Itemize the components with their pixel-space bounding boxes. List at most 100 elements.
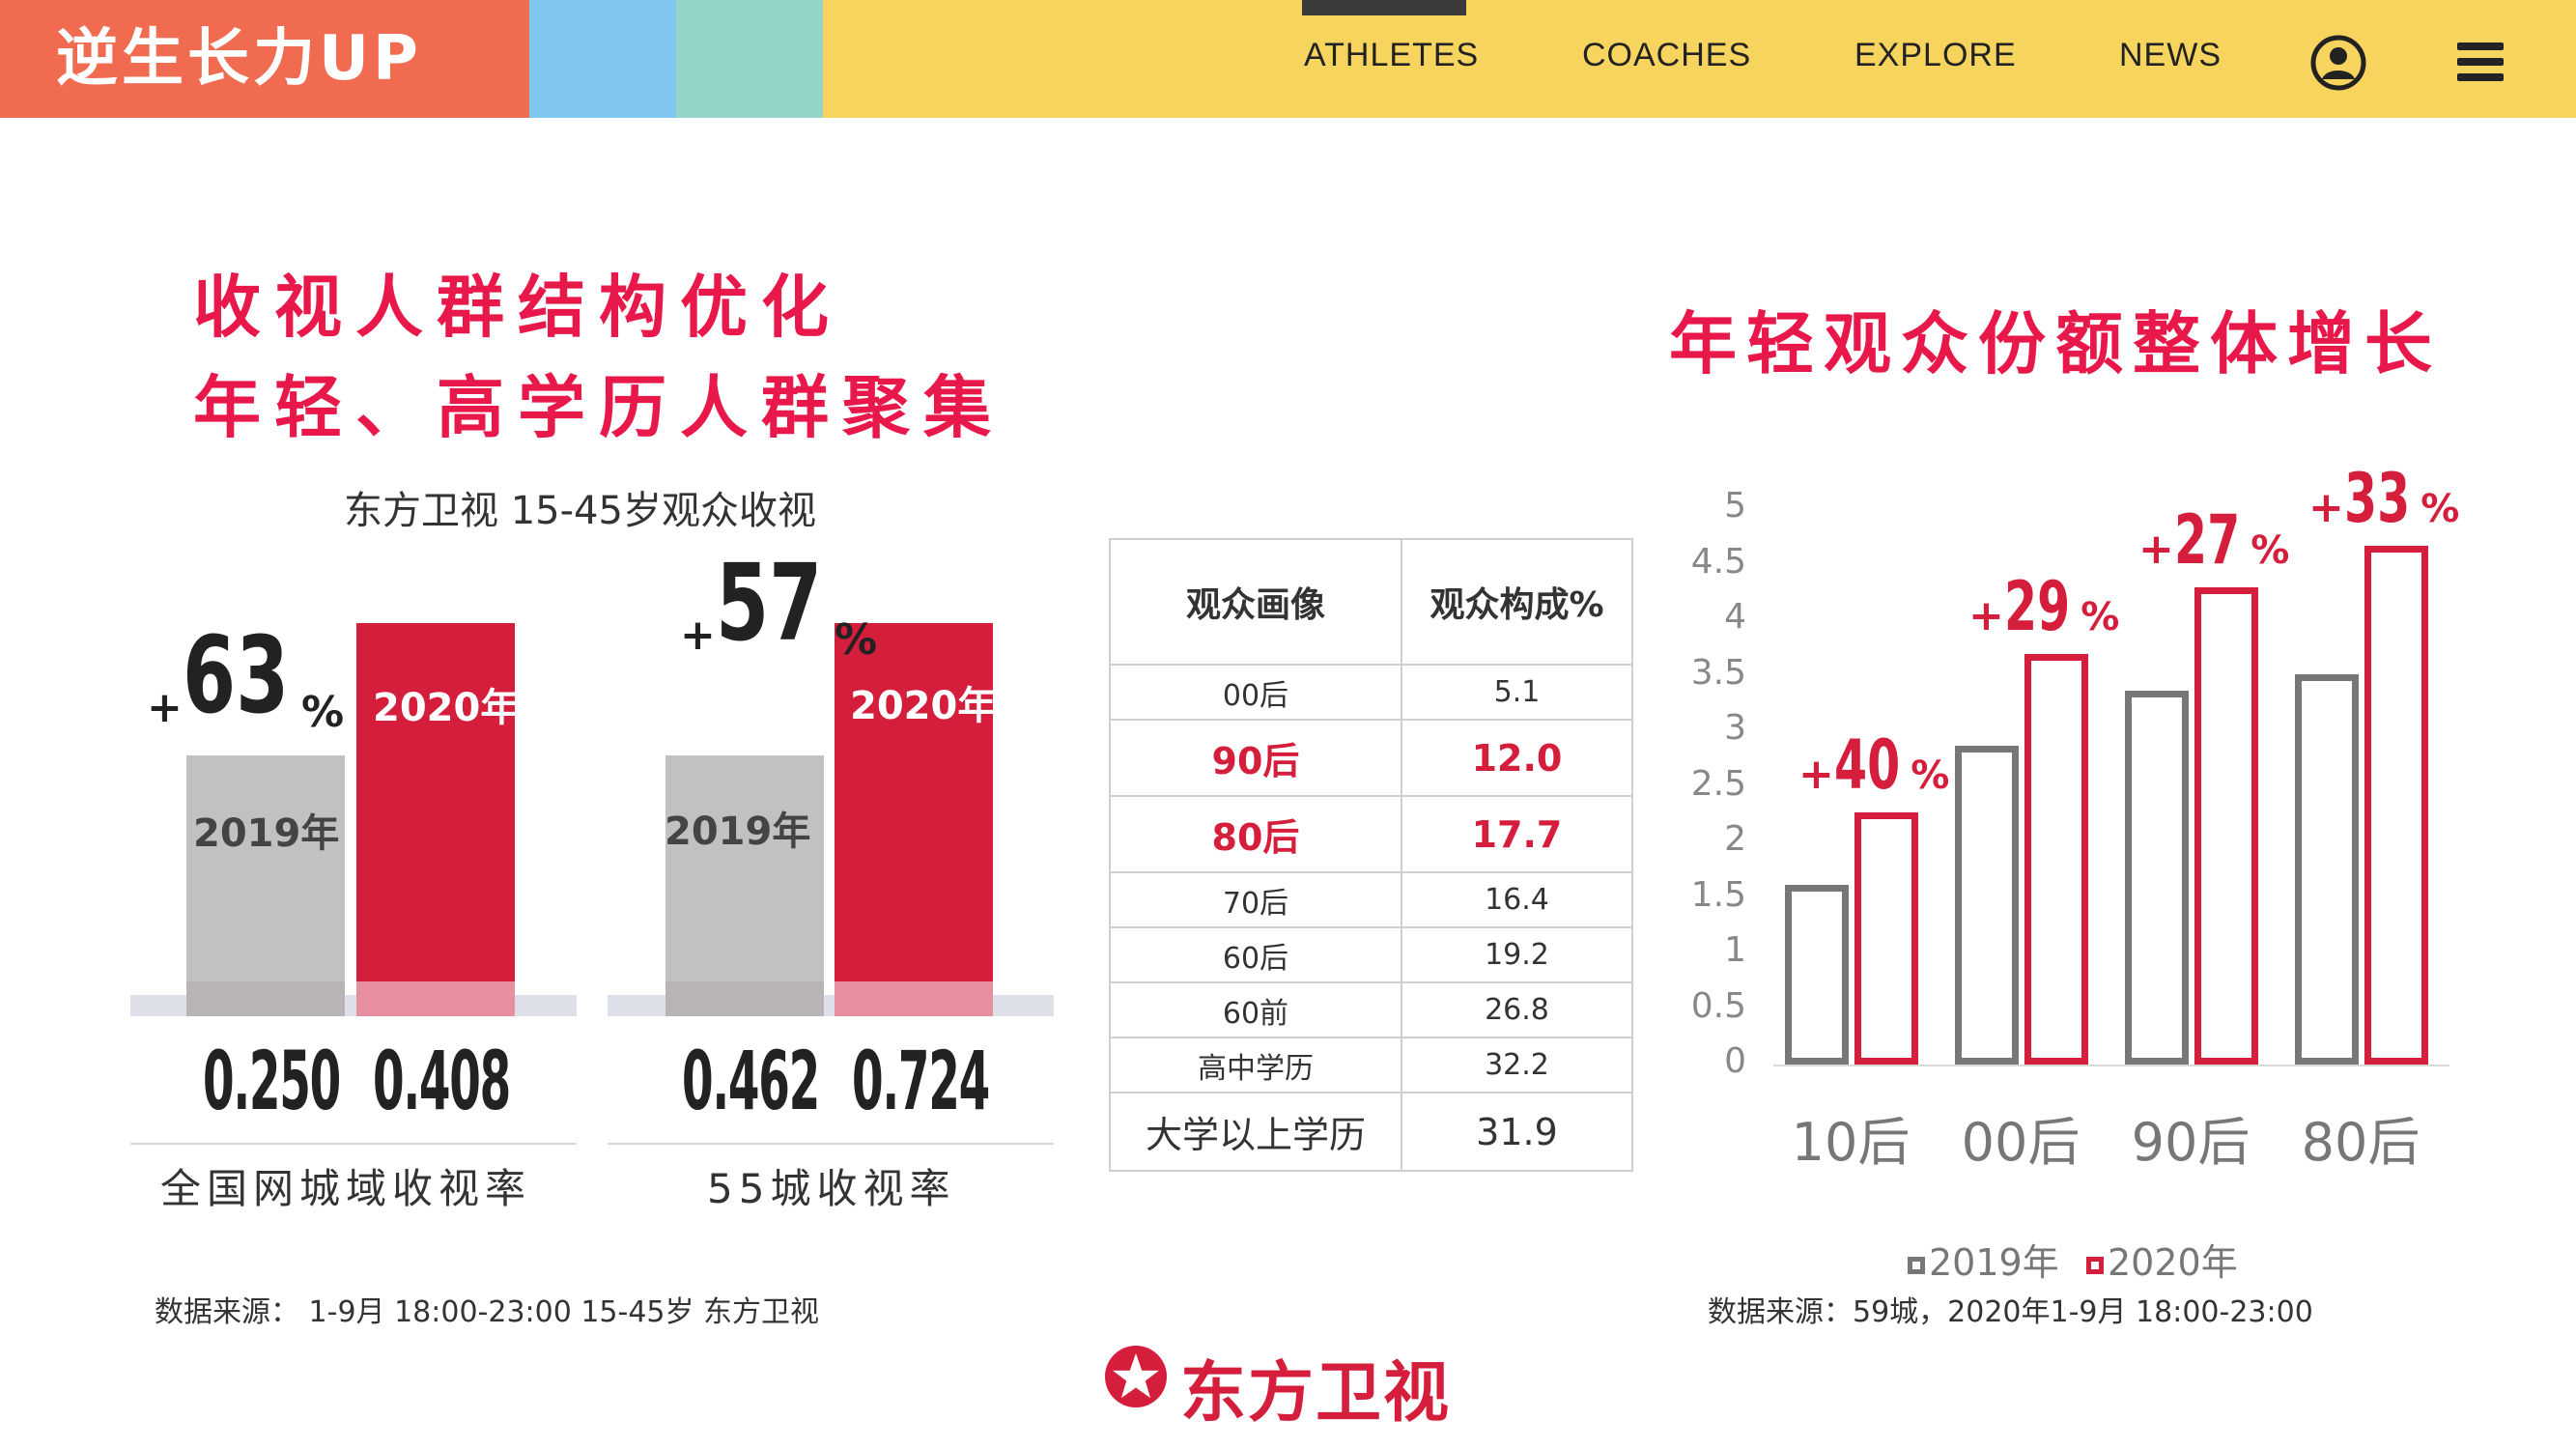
source-note-left: 数据来源： 1-9月 18:00-23:00 15-45岁 东方卫视: [155, 1295, 820, 1329]
value-2019: 0.250: [203, 1034, 341, 1128]
y-tick-label: 0: [1724, 1041, 1746, 1081]
bar-base-2020: [835, 981, 993, 1016]
y-tick-label: 1.5: [1690, 874, 1746, 915]
divider: [608, 1143, 1054, 1145]
legend-swatch-2019: [1908, 1256, 1925, 1274]
brand-title[interactable]: 逆生长力UP: [56, 23, 422, 95]
logo-text: 东方卫视: [1180, 1355, 1452, 1432]
nav-coaches[interactable]: COACHES: [1582, 37, 1752, 73]
growth-label: +57%: [680, 541, 877, 665]
growth-sign: +: [680, 611, 716, 660]
color-block-blue: [529, 0, 676, 118]
headline-right: 年轻观众份额整体增长: [1669, 304, 2442, 384]
y-tick-label: 2: [1724, 819, 1746, 859]
row-share: 26.8: [1400, 981, 1634, 1038]
bar-10后-2019年: [1785, 885, 1849, 1065]
growth-unit: %: [834, 615, 878, 665]
x-axis-line: [1773, 1065, 2449, 1066]
bar-90后-2020年: [2194, 586, 2258, 1065]
y-tick-label: 4: [1724, 597, 1746, 637]
growth-sign: +: [1798, 750, 1834, 800]
row-share: 17.7: [1400, 795, 1634, 873]
row-profile: 70后: [1109, 871, 1402, 928]
y-tick-label: 3.5: [1690, 652, 1746, 693]
row-profile: 90后: [1109, 719, 1402, 797]
caption: 全国网城域收视率: [160, 1165, 532, 1212]
growth-unit: %: [300, 688, 345, 737]
table-body: 00后 5.1 90后 12.0 80后 17.7 70后 16.4 60后 19.2 60前 26.…: [1109, 664, 1634, 1172]
bar-label-2019: 2019年: [193, 811, 340, 856]
row-profile: 60后: [1109, 926, 1402, 983]
y-tick-label: 5: [1724, 486, 1746, 526]
table-row: 大学以上学历 31.9: [1109, 1092, 1634, 1172]
nav-explore[interactable]: EXPLORE: [1854, 37, 2017, 73]
x-tick-label: 00后: [1961, 1112, 2081, 1173]
y-tick-label: 3: [1724, 708, 1746, 748]
y-tick-label: 1: [1724, 930, 1746, 970]
row-profile: 80后: [1109, 795, 1402, 873]
legend-label-2019: 2019年: [1929, 1241, 2059, 1284]
brand-block: [0, 0, 529, 118]
growth-unit: %: [1911, 753, 1950, 799]
row-share: 31.9: [1400, 1092, 1634, 1172]
user-circle-icon[interactable]: [2310, 35, 2366, 91]
table-header-row: 观众画像 观众构成%: [1109, 538, 1634, 666]
bar-label-2020: 2020年: [373, 686, 520, 730]
bar-00后-2020年: [2024, 653, 2088, 1065]
headline-line-1: 收视人群结构优化: [193, 268, 842, 347]
bar-2019: [186, 755, 345, 1016]
source-note-right: 数据来源：59城，2020年1-9月 18:00-23:00: [1708, 1295, 2313, 1329]
legend-2019: 2019年: [1908, 1233, 2059, 1286]
divider: [130, 1143, 577, 1145]
growth-value: 27: [2173, 499, 2241, 580]
caption: 55城收视率: [707, 1165, 956, 1212]
growth-value: 33: [2343, 459, 2411, 539]
nav-athletes[interactable]: ATHLETES: [1304, 37, 1480, 73]
bar-base-2019: [665, 981, 824, 1016]
hamburger-menu-icon[interactable]: [2457, 41, 2504, 83]
bar-90后-2019年: [2125, 690, 2189, 1065]
x-tick-label: 10后: [1791, 1112, 1911, 1173]
value-2020: 0.724: [852, 1034, 990, 1128]
bar-80后-2020年: [2364, 546, 2428, 1065]
growth-sign: +: [2138, 524, 2174, 574]
growth-label: +63%: [147, 613, 344, 737]
growth-sign: +: [147, 683, 183, 732]
nav-active-indicator: [1302, 0, 1466, 15]
color-block-green: [676, 0, 823, 118]
table-row: 80后 17.7: [1109, 795, 1634, 873]
x-tick-label: 80后: [2301, 1112, 2420, 1173]
bar-10后-2020年: [1854, 812, 1918, 1065]
y-tick-label: 0.5: [1690, 985, 1746, 1026]
top-nav-bar: 逆生长力UP ATHLETES COACHES EXPLORE NEWS: [0, 0, 2576, 118]
growth-unit: %: [2081, 594, 2120, 639]
header-share: 观众构成%: [1400, 538, 1634, 666]
row-profile: 00后: [1109, 664, 1402, 721]
x-tick-label: 90后: [2131, 1112, 2250, 1173]
bar-label-2020: 2020年: [850, 684, 997, 728]
table-row: 00后 5.1: [1109, 664, 1634, 721]
bar-2020: [356, 623, 515, 1016]
growth-label: +33%: [2308, 459, 2459, 538]
bar-base-2020: [356, 981, 515, 1016]
growth-value: 40: [1833, 725, 1901, 806]
value-2020: 0.408: [373, 1034, 511, 1128]
growth-sign: +: [1968, 590, 2004, 640]
bar-base-2019: [186, 981, 345, 1016]
row-share: 19.2: [1400, 926, 1634, 983]
left-chart-title: 东方卫视 15-45岁观众收视: [344, 489, 816, 533]
row-profile: 大学以上学历: [1109, 1092, 1402, 1172]
growth-label: +27%: [2138, 500, 2289, 580]
table-row: 60后 19.2: [1109, 926, 1634, 983]
bar-2020: [835, 623, 993, 1016]
y-tick-label: 4.5: [1690, 541, 1746, 582]
bar-00后-2019年: [1955, 746, 2019, 1065]
table-row: 90后 12.0: [1109, 719, 1634, 797]
growth-unit: %: [2420, 487, 2460, 532]
y-tick-label: 2.5: [1690, 763, 1746, 804]
audience-profile-table: 观众画像 观众构成% 00后 5.1 90后 12.0 80后 17.7 70后 16.4 60…: [1109, 538, 1634, 1172]
value-2019: 0.462: [682, 1034, 820, 1128]
growth-label: +29%: [1968, 567, 2119, 646]
legend-2020: 2020年: [2086, 1233, 2238, 1286]
nav-news[interactable]: NEWS: [2119, 37, 2222, 73]
